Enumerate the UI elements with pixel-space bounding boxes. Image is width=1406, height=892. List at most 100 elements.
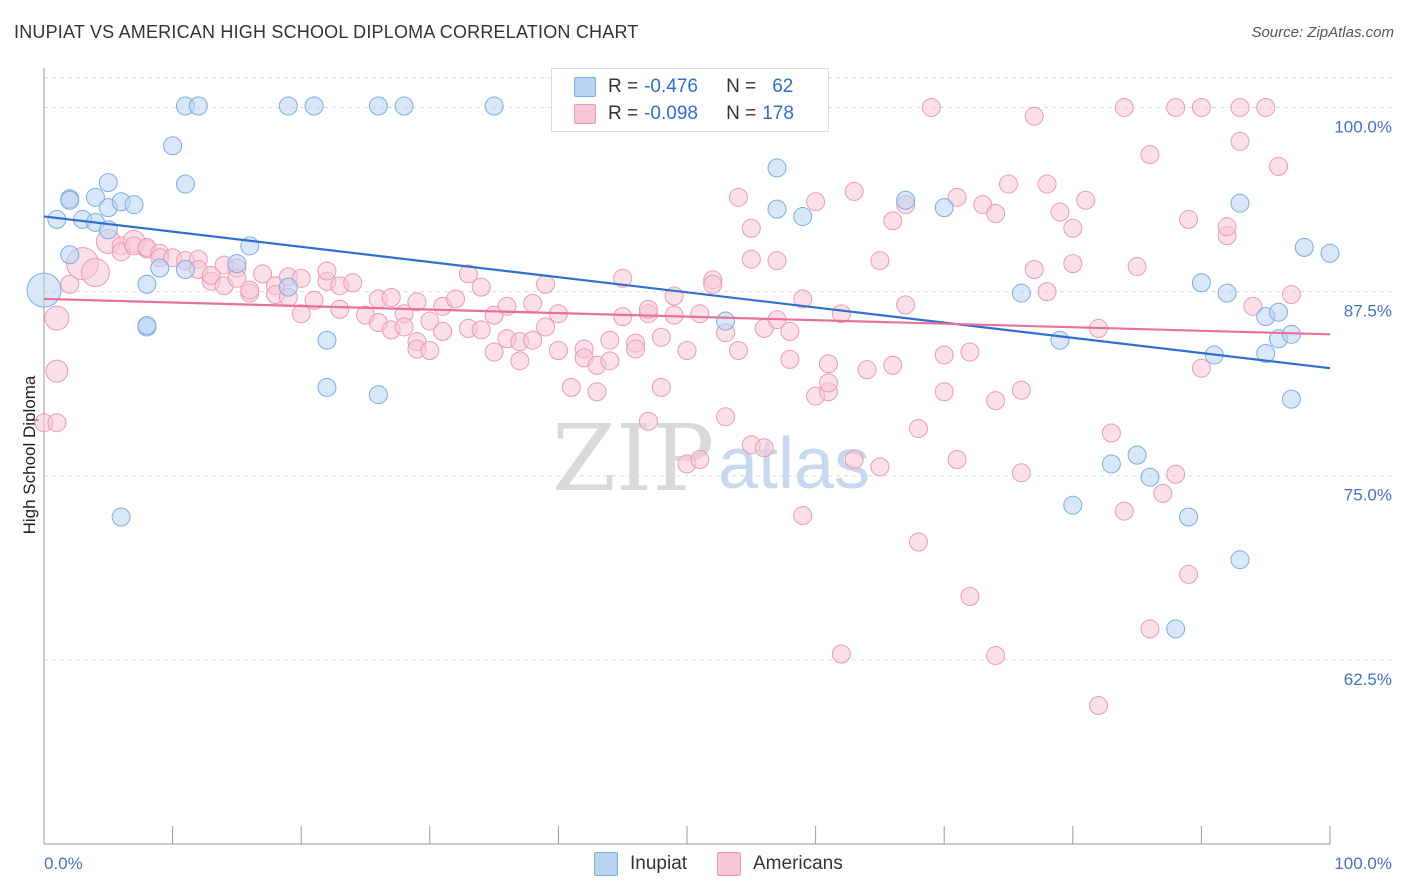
inupiat-point: [175, 174, 195, 194]
americans-point: [1063, 218, 1083, 238]
americans-point: [1076, 190, 1096, 210]
y-tick-labels: 100.0% 87.5% 75.0% 62.5%: [1334, 117, 1392, 688]
americans-point: [240, 280, 260, 300]
legend-row-inupiat: R = -0.476 N = 62: [574, 74, 793, 100]
americans-point: [600, 330, 620, 350]
inupiat-point: [150, 258, 170, 278]
inupiat-point: [767, 158, 787, 178]
inupiat-point: [767, 199, 787, 219]
inupiat-point: [98, 173, 118, 193]
americans-point: [638, 299, 658, 319]
x-tick-label-max: 100.0%: [1334, 854, 1392, 873]
americans-point: [908, 532, 928, 552]
americans-point: [947, 187, 967, 207]
americans-point: [446, 289, 466, 309]
americans-point: [523, 293, 543, 313]
x-tick-label-min: 0.0%: [44, 854, 83, 873]
r-value: -0.098: [644, 103, 698, 124]
americans-point: [934, 345, 954, 365]
americans-point: [1230, 97, 1250, 117]
inupiat-trend-line: [43, 215, 1331, 370]
americans-point: [1101, 423, 1121, 443]
americans-point: [201, 265, 221, 285]
americans-point: [947, 450, 967, 470]
americans-point: [870, 251, 890, 271]
americans-point: [1127, 257, 1147, 277]
americans-point: [1063, 254, 1083, 274]
americans-point: [330, 299, 350, 319]
americans-point: [896, 295, 916, 315]
r-label: R =: [608, 103, 639, 124]
americans-point: [1269, 156, 1289, 176]
inupiat-point: [793, 206, 813, 226]
americans-legend-label: Americans: [753, 853, 843, 874]
inupiat-point: [1217, 283, 1237, 303]
inupiat-point: [1230, 193, 1250, 213]
inupiat-point: [1166, 619, 1186, 639]
americans-point: [677, 341, 697, 361]
inupiat-point: [1179, 507, 1199, 527]
americans-point: [420, 311, 440, 331]
r-label: R =: [608, 76, 639, 97]
americans-point: [986, 391, 1006, 411]
americans-point: [1256, 97, 1276, 117]
axes: [43, 68, 1331, 845]
inupiat-point: [304, 96, 324, 116]
americans-point: [536, 274, 556, 294]
americans-point: [343, 273, 363, 293]
americans-point: [651, 327, 671, 347]
americans-point: [1140, 145, 1160, 165]
inupiat-legend-label: Inupiat: [630, 853, 688, 874]
inupiat-point: [85, 187, 105, 207]
americans-point: [831, 644, 851, 664]
y-tick-label: 75.0%: [1344, 486, 1392, 505]
inupiat-point: [896, 190, 916, 210]
americans-point: [1050, 202, 1070, 222]
inupiat-legend-swatch: [594, 852, 618, 876]
americans-point: [651, 377, 671, 397]
americans-point: [420, 341, 440, 361]
americans-point: [844, 181, 864, 201]
inupiat-point: [60, 245, 80, 265]
americans-point: [1037, 174, 1057, 194]
americans-point: [484, 342, 504, 362]
inupiat-point: [716, 311, 736, 331]
americans-point: [394, 317, 414, 337]
americans-point: [1166, 464, 1186, 484]
inupiat-point: [1140, 467, 1160, 487]
americans-point: [986, 204, 1006, 224]
inupiat-point: [137, 274, 157, 294]
inupiat-point: [394, 96, 414, 116]
americans-point: [960, 587, 980, 607]
americans-point: [548, 341, 568, 361]
americans-point: [253, 264, 273, 284]
americans-point: [1024, 106, 1044, 126]
americans-point: [1114, 97, 1134, 117]
inupiat-point: [175, 260, 195, 279]
inupiat-point: [137, 315, 157, 335]
inupiat-point: [1281, 389, 1301, 409]
inupiat-point: [368, 96, 388, 116]
americans-point: [1179, 564, 1199, 584]
americans-point: [80, 257, 110, 287]
n-label: N =: [726, 103, 757, 124]
americans-point: [1011, 463, 1031, 483]
chart-title: INUPIAT VS AMERICAN HIGH SCHOOL DIPLOMA …: [14, 22, 639, 42]
americans-point: [1243, 296, 1263, 316]
americans-point: [767, 251, 787, 271]
americans-point: [600, 351, 620, 371]
americans-point: [780, 349, 800, 369]
americans-point: [60, 274, 80, 294]
y-tick-label: 87.5%: [1344, 302, 1392, 321]
americans-point: [921, 97, 941, 117]
americans-point: [1230, 131, 1250, 151]
inupiat-swatch: [574, 77, 596, 97]
americans-points: [34, 97, 1301, 716]
americans-point: [1024, 260, 1044, 279]
americans-point: [433, 321, 453, 341]
correlation-legend: R = -0.476 N = 62 R = -0.098 N = 178: [551, 68, 829, 132]
americans-point: [47, 413, 67, 433]
inupiat-point: [1294, 237, 1314, 257]
americans-point: [638, 411, 658, 431]
inupiat-point: [1269, 302, 1289, 322]
